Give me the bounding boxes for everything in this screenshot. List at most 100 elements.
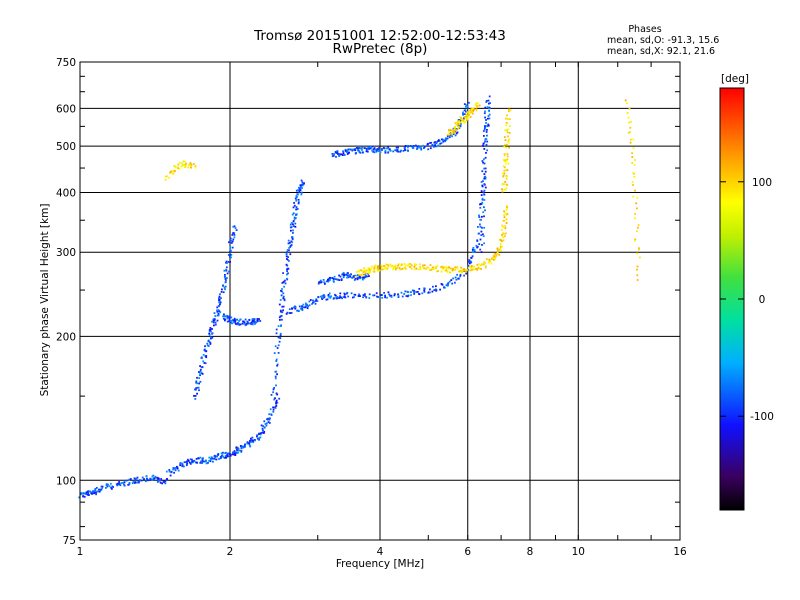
data-point xyxy=(189,162,192,164)
data-point xyxy=(210,337,212,340)
data-point xyxy=(342,275,345,277)
data-point xyxy=(638,247,640,250)
data-point xyxy=(438,140,441,142)
data-point xyxy=(189,165,192,168)
data-point xyxy=(387,291,390,294)
data-point xyxy=(348,274,350,277)
data-point xyxy=(359,273,361,276)
data-point xyxy=(430,141,433,144)
data-point xyxy=(354,275,357,278)
data-point xyxy=(349,148,352,151)
data-point xyxy=(127,484,130,486)
data-point xyxy=(436,265,439,267)
data-point xyxy=(633,164,636,166)
data-point xyxy=(196,386,199,389)
data-point xyxy=(459,124,462,127)
data-point xyxy=(498,253,501,256)
data-point xyxy=(462,111,464,114)
data-point xyxy=(248,442,251,445)
data-point xyxy=(212,321,215,324)
data-point xyxy=(419,147,422,149)
data-point xyxy=(298,190,301,193)
data-point xyxy=(454,134,457,137)
data-point xyxy=(378,269,381,272)
data-point xyxy=(169,171,171,174)
data-point xyxy=(281,318,283,321)
data-point xyxy=(476,246,478,249)
data-point xyxy=(470,266,473,268)
data-point xyxy=(227,261,230,263)
data-point xyxy=(377,268,380,271)
data-point xyxy=(420,148,423,151)
data-point xyxy=(405,295,408,297)
data-point xyxy=(448,266,450,269)
data-point xyxy=(216,314,219,317)
data-point xyxy=(452,127,455,130)
data-point xyxy=(460,117,463,119)
data-point xyxy=(159,481,162,484)
data-point xyxy=(387,264,390,267)
data-point xyxy=(295,189,298,192)
data-point xyxy=(429,264,432,266)
data-point xyxy=(291,236,293,239)
data-point xyxy=(219,293,221,296)
data-point xyxy=(275,392,278,395)
data-point xyxy=(250,439,253,442)
data-point xyxy=(500,228,503,231)
data-point xyxy=(225,279,227,282)
data-point xyxy=(417,268,420,271)
data-point xyxy=(230,253,233,256)
data-point xyxy=(504,188,507,191)
data-point xyxy=(288,249,290,252)
data-point xyxy=(481,244,483,246)
x-tick-label: 8 xyxy=(527,546,534,558)
data-point xyxy=(212,318,215,321)
data-point xyxy=(297,202,300,205)
data-point xyxy=(276,364,278,367)
data-point xyxy=(409,265,411,268)
data-point xyxy=(333,153,335,155)
data-point xyxy=(351,276,354,279)
data-point xyxy=(505,232,507,235)
data-point xyxy=(243,445,246,448)
data-point xyxy=(384,266,387,269)
data-point xyxy=(506,207,508,209)
data-point xyxy=(441,283,444,286)
data-point xyxy=(508,146,510,149)
data-point xyxy=(499,247,502,250)
data-point xyxy=(260,424,263,427)
data-point xyxy=(295,208,298,211)
data-point xyxy=(174,467,177,469)
data-point xyxy=(272,388,275,391)
data-point xyxy=(384,150,387,152)
data-point xyxy=(277,336,280,339)
data-point xyxy=(302,303,305,306)
data-point xyxy=(634,238,637,241)
data-point xyxy=(435,267,437,270)
data-point xyxy=(236,449,239,452)
data-point xyxy=(429,147,432,150)
data-point xyxy=(211,328,213,330)
data-point xyxy=(226,315,228,317)
data-point xyxy=(502,172,504,174)
data-point xyxy=(234,452,237,455)
data-point xyxy=(386,147,388,150)
data-point xyxy=(434,141,437,143)
data-point xyxy=(202,360,205,363)
data-point xyxy=(632,184,634,186)
data-point xyxy=(170,170,172,173)
data-point xyxy=(506,114,508,117)
data-point xyxy=(233,225,236,228)
data-point xyxy=(454,126,456,128)
data-point xyxy=(418,146,421,149)
data-point xyxy=(93,492,95,495)
data-point xyxy=(86,493,89,496)
data-point xyxy=(501,240,503,243)
data-point xyxy=(373,270,376,273)
data-point xyxy=(111,488,113,490)
data-point xyxy=(432,268,435,270)
data-point xyxy=(98,490,101,493)
data-point xyxy=(426,266,429,269)
data-point xyxy=(431,144,434,146)
data-point xyxy=(280,310,282,313)
